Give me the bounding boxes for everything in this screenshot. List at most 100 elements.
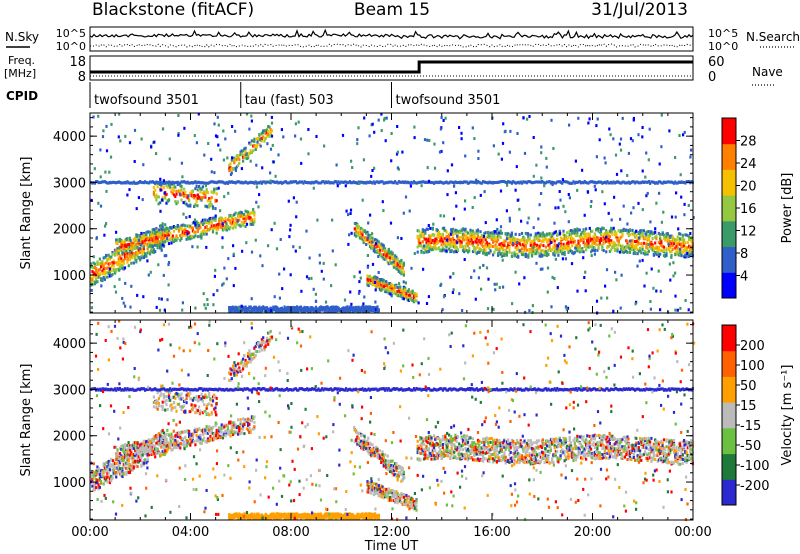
range-gate-cell: [206, 228, 209, 231]
range-gate-cell: [463, 228, 466, 232]
range-gate-cell: [680, 180, 683, 184]
range-gate-cell: [687, 308, 690, 312]
range-gate-cell: [302, 308, 305, 312]
range-gate-cell: [645, 230, 648, 234]
range-gate-cell: [155, 152, 158, 156]
range-gate-cell: [131, 246, 134, 250]
range-gate-cell: [542, 180, 545, 184]
range-gate-cell: [458, 292, 461, 296]
range-gate-cell: [465, 241, 468, 245]
range-gate-cell: [164, 234, 167, 238]
range-gate-cell: [688, 235, 691, 239]
range-gate-cell: [554, 206, 557, 210]
range-gate-cell: [142, 463, 145, 467]
range-gate-cell: [287, 306, 290, 310]
range-gate-cell: [162, 232, 166, 236]
range-gate-cell: [123, 455, 127, 459]
range-gate-cell: [522, 180, 525, 184]
range-gate-cell: [431, 227, 434, 231]
range-gate-cell: [249, 222, 252, 226]
range-gate-cell: [121, 259, 124, 263]
range-gate-cell: [513, 250, 516, 254]
range-gate-cell: [270, 228, 273, 232]
range-gate-cell: [420, 244, 423, 248]
range-gate-cell: [247, 211, 250, 215]
freq-tick-low: 8: [78, 70, 86, 85]
range-gate-cell: [370, 306, 373, 310]
range-gate-cell: [152, 181, 155, 185]
range-gate-cell: [160, 231, 163, 235]
range-gate-cell: [689, 247, 692, 251]
range-gate-cell: [136, 454, 139, 458]
range-gate-cell: [502, 122, 505, 126]
range-gate-cell: [368, 281, 372, 285]
range-gate-cell: [523, 276, 526, 280]
range-gate-cell: [621, 180, 624, 184]
range-gate-cell: [150, 145, 153, 149]
range-gate-cell: [106, 469, 109, 473]
range-gate-cell: [175, 192, 178, 196]
range-gate-cell: [338, 181, 341, 185]
range-gate-cell: [301, 310, 305, 314]
range-gate-cell: [260, 181, 263, 185]
range-gate-cell: [101, 180, 104, 184]
range-gate-cell: [279, 307, 282, 310]
range-gate-cell: [644, 175, 647, 179]
range-gate-cell: [629, 239, 632, 243]
range-gate-cell: [136, 459, 139, 463]
range-gate-cell: [118, 268, 121, 272]
range-gate-cell: [166, 231, 169, 235]
range-gate-cell: [553, 181, 556, 185]
range-gate-cell: [193, 134, 196, 138]
range-gate-cell: [421, 246, 424, 250]
range-gate-cell: [149, 244, 152, 248]
range-gate-cell: [314, 292, 317, 296]
range-gate-cell: [667, 248, 671, 251]
range-gate-cell: [127, 264, 130, 268]
range-gate-cell: [459, 242, 462, 246]
range-gate-cell: [129, 305, 132, 309]
range-gate-cell: [498, 233, 501, 237]
range-gate-cell: [127, 462, 130, 466]
range-gate-cell: [156, 434, 159, 438]
range-gate-cell: [539, 249, 542, 253]
range-gate-cell: [222, 129, 225, 133]
range-gate-cell: [468, 247, 471, 250]
range-gate-cell: [159, 451, 162, 455]
range-gate-cell: [399, 285, 402, 289]
range-gate-cell: [323, 310, 326, 314]
range-gate-cell: [637, 181, 640, 185]
range-gate-cell: [608, 127, 611, 131]
range-gate-cell: [270, 180, 274, 183]
range-gate-cell: [382, 279, 385, 282]
range-gate-cell: [448, 243, 451, 246]
range-gate-cell: [634, 252, 637, 255]
range-gate-cell: [410, 298, 413, 302]
range-gate-cell: [151, 228, 154, 232]
range-gate-cell: [135, 242, 138, 246]
range-gate-cell: [135, 260, 138, 264]
range-gate-cell: [451, 243, 454, 247]
range-gate-cell: [674, 246, 677, 250]
range-gate-cell: [233, 308, 236, 312]
range-gate-cell: [621, 250, 624, 254]
range-gate-cell: [461, 237, 465, 241]
range-gate-cell: [171, 238, 174, 242]
range-gate-cell: [150, 438, 153, 442]
range-gate-cell: [665, 180, 668, 184]
range-gate-cell: [445, 235, 448, 239]
range-gate-cell: [504, 239, 507, 243]
range-gate-cell: [105, 478, 108, 482]
range-gate-cell: [270, 115, 273, 119]
range-gate-cell: [242, 155, 245, 159]
range-gate-cell: [443, 226, 446, 230]
range-gate-cell: [203, 232, 206, 236]
range-gate-cell: [244, 225, 247, 228]
range-gate-cell: [478, 250, 481, 254]
range-gate-cell: [440, 149, 443, 153]
range-gate-cell: [661, 181, 664, 185]
range-gate-cell: [441, 246, 444, 250]
range-gate-cell: [358, 182, 361, 185]
range-gate-cell: [307, 277, 310, 281]
range-gate-cell: [169, 180, 172, 184]
